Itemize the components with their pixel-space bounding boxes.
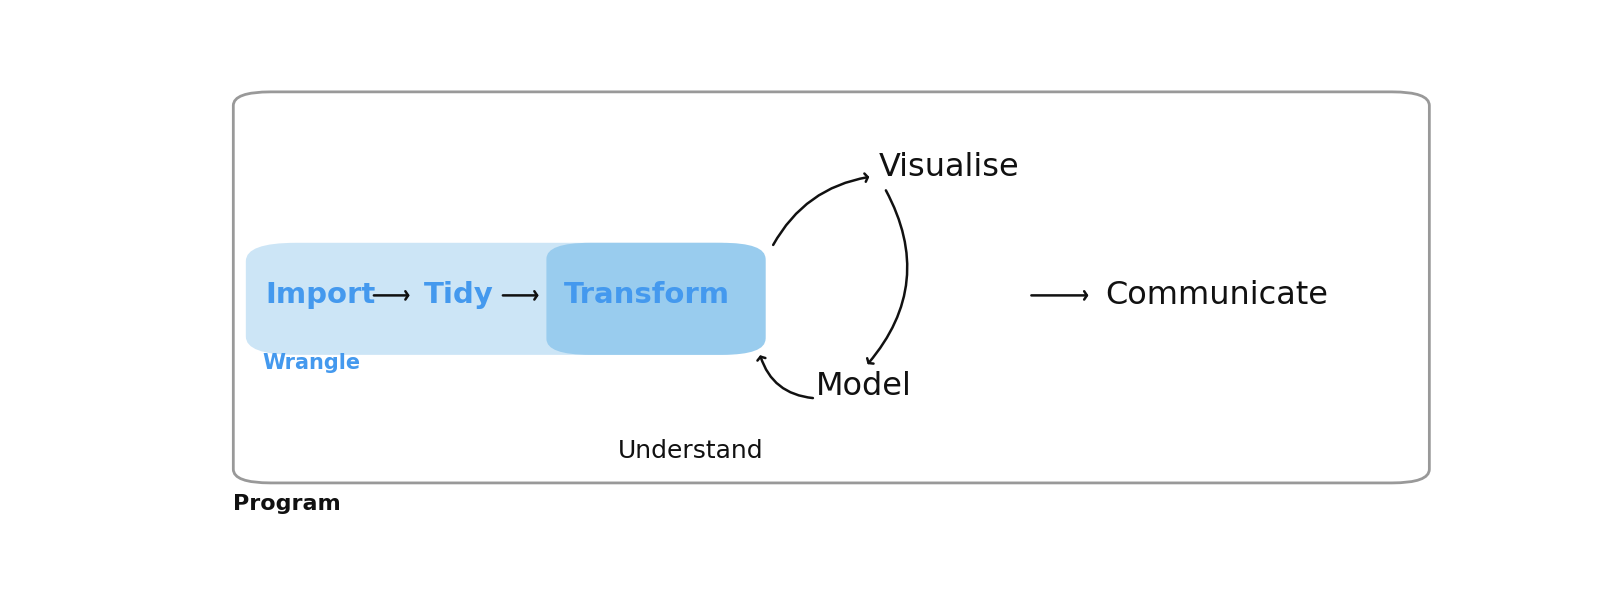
FancyBboxPatch shape (233, 92, 1430, 483)
Text: Visualise: Visualise (879, 152, 1020, 183)
Text: Communicate: Communicate (1105, 280, 1328, 311)
Text: Program: Program (233, 494, 341, 513)
FancyBboxPatch shape (546, 243, 766, 355)
Text: Understand: Understand (617, 439, 763, 463)
Text: Tidy: Tidy (423, 282, 493, 309)
Text: Wrangle: Wrangle (262, 353, 360, 372)
Text: Transform: Transform (564, 282, 729, 309)
Text: Model: Model (816, 371, 911, 402)
Text: Import: Import (267, 282, 377, 309)
FancyBboxPatch shape (246, 243, 766, 355)
